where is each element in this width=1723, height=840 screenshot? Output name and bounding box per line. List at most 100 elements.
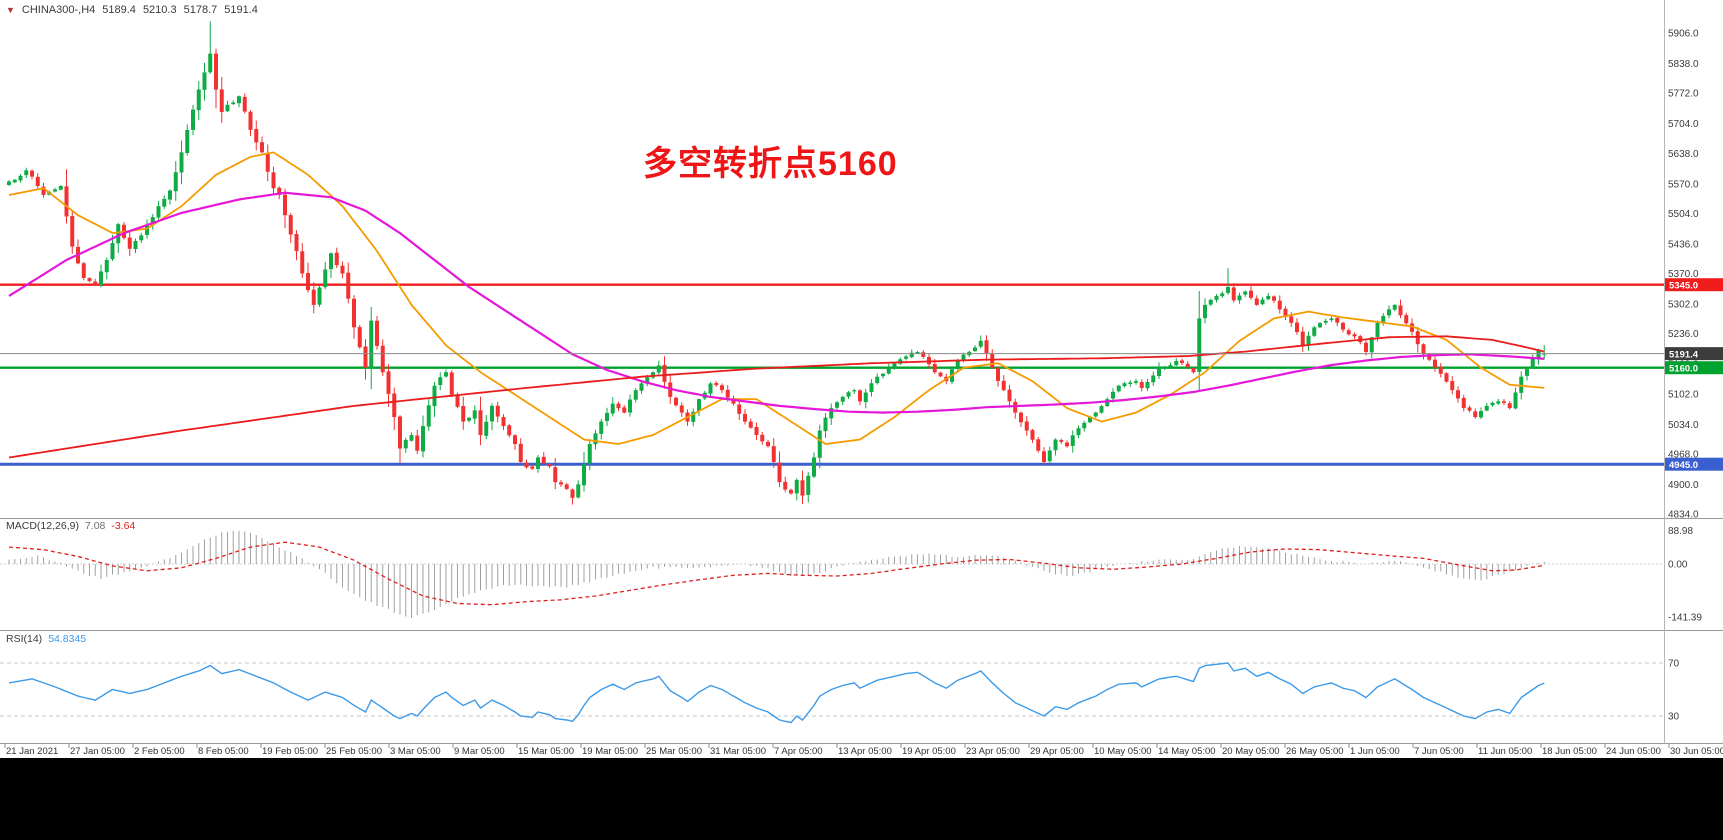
candle xyxy=(403,439,408,449)
time-label: 9 Mar 05:00 xyxy=(454,746,505,757)
macd-main-value: 7.08 xyxy=(84,520,106,532)
candle xyxy=(674,397,678,406)
candle xyxy=(1323,320,1328,323)
moving-averages-layer xyxy=(8,151,1545,459)
time-label: 11 Jun 05:00 xyxy=(1478,746,1532,757)
candle xyxy=(1013,401,1018,413)
candles-layer xyxy=(7,21,1547,505)
candle xyxy=(162,198,167,207)
time-label: 19 Apr 05:00 xyxy=(902,746,956,757)
time-label: 7 Apr 05:00 xyxy=(774,746,823,757)
candle xyxy=(208,53,213,73)
price-badge-label: 4945.0 xyxy=(1669,460,1698,471)
candle xyxy=(1082,422,1087,429)
rsi-line xyxy=(8,662,1545,724)
candle xyxy=(449,372,454,395)
candle xyxy=(87,278,92,282)
candle xyxy=(1467,407,1472,411)
candle xyxy=(777,462,782,483)
candle xyxy=(41,186,46,195)
candle xyxy=(300,251,305,274)
candle xyxy=(737,404,742,414)
candle xyxy=(1168,365,1173,367)
candle xyxy=(1346,330,1351,335)
macd-signal-line xyxy=(8,541,1545,606)
candle xyxy=(697,399,701,412)
price-axis-label: 5436.0 xyxy=(1668,239,1699,250)
candle xyxy=(133,241,138,250)
candle xyxy=(110,243,115,260)
triangle-down-icon: ▼ xyxy=(6,4,15,15)
candle xyxy=(748,421,753,428)
candle xyxy=(564,484,569,489)
price-badge xyxy=(1665,278,1723,292)
candle xyxy=(1070,435,1075,446)
candle xyxy=(242,96,247,112)
candle xyxy=(1254,298,1259,305)
candle xyxy=(1145,381,1150,389)
candle xyxy=(886,367,891,374)
time-label: 24 Jun 05:00 xyxy=(1606,746,1661,757)
candle xyxy=(265,152,270,172)
candle xyxy=(501,416,506,427)
candle xyxy=(547,464,552,467)
time-axis[interactable]: 21 Jan 2021 27 Jan 05:00 2 Feb 05:00 8 Feb … xyxy=(4,743,1723,757)
candle xyxy=(202,72,207,90)
ma-red xyxy=(8,335,1545,459)
candle xyxy=(892,363,897,369)
candle xyxy=(771,446,776,462)
candle xyxy=(869,383,874,393)
candle xyxy=(64,186,69,217)
candle xyxy=(191,109,195,130)
candle xyxy=(524,462,529,468)
candle xyxy=(1220,293,1225,297)
price-axis[interactable]: 5906.0 5838.0 5772.0 5704.0 5638.0 5570.0 5504… xyxy=(1668,29,1699,521)
candle xyxy=(1479,411,1483,418)
candle xyxy=(478,410,483,436)
level-lines-layer[interactable] xyxy=(0,283,1664,466)
candle xyxy=(858,390,862,402)
candle xyxy=(823,417,828,432)
macd-scale-label: 88.98 xyxy=(1668,526,1693,537)
candle xyxy=(806,475,811,495)
candle xyxy=(196,89,201,111)
price-axis-label: 5838.0 xyxy=(1668,59,1699,70)
candle xyxy=(938,372,943,377)
ohlc-open: 5189.4 xyxy=(102,4,136,16)
macd-pane: 88.98 0.00 -141.39 xyxy=(0,526,1702,624)
candle xyxy=(616,403,621,409)
candle xyxy=(1024,421,1029,431)
price-badge xyxy=(1665,347,1723,361)
candle xyxy=(932,364,937,373)
time-label: 15 Mar 05:00 xyxy=(518,746,574,757)
price-axis-label: 5302.0 xyxy=(1668,300,1699,311)
candle xyxy=(875,376,880,384)
candle xyxy=(1162,367,1167,369)
candle xyxy=(1157,367,1161,376)
candle xyxy=(1191,367,1196,373)
candle xyxy=(467,417,471,421)
rsi-label: RSI(14) 54.8345 xyxy=(6,633,86,645)
candle xyxy=(375,320,379,346)
candle xyxy=(214,53,218,90)
candle xyxy=(415,435,420,451)
price-axis-label: 5906.0 xyxy=(1668,29,1699,40)
time-label: 7 Jun 05:00 xyxy=(1414,746,1464,757)
macd-name: MACD(12,26,9) xyxy=(6,520,79,532)
candle xyxy=(231,102,236,105)
candle xyxy=(386,371,391,394)
candle xyxy=(139,235,144,241)
time-label: 20 May 05:00 xyxy=(1222,746,1280,757)
time-label: 18 Jun 05:00 xyxy=(1542,746,1597,757)
candle xyxy=(18,175,23,181)
candle xyxy=(1111,391,1115,399)
time-label: 13 Apr 05:00 xyxy=(838,746,892,757)
candle xyxy=(1105,399,1110,407)
candle xyxy=(150,217,155,226)
candle xyxy=(1053,439,1058,451)
macd-scale-label: 0.00 xyxy=(1668,560,1688,571)
candle xyxy=(881,373,885,377)
candle xyxy=(1484,405,1489,411)
candle xyxy=(432,385,437,407)
